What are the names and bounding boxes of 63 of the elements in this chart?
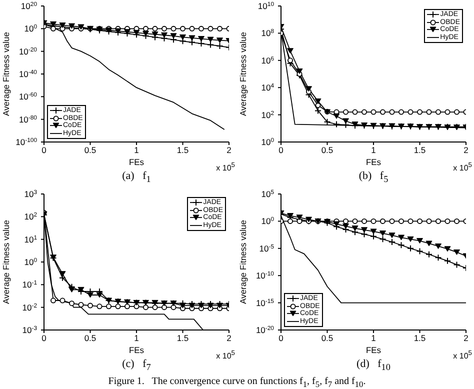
y-tick-label: 10$^{5}$ xyxy=(261,189,275,199)
x-tick-label: 1.5 xyxy=(176,333,189,344)
x-tick-label: 1.5 xyxy=(414,145,426,156)
x-tick-label: 1 xyxy=(134,333,140,344)
y-tick-label: 10$^{-10}$ xyxy=(256,270,275,281)
y-tick-label: 10$^{-60}$ xyxy=(18,92,38,102)
text: Figure 1. The convergence curve on functions f$_{1}$, f$_{5}$, f$_{7}$ and f$_{10}$. xyxy=(108,376,366,389)
x-tick-label: 1 xyxy=(134,145,140,156)
x-tick-label: 2 xyxy=(226,145,232,156)
x-tick-label: 0 xyxy=(278,333,284,344)
y-tick-label: 10$^{3}$ xyxy=(24,189,38,199)
y-tick-label: 10$^{0}$ xyxy=(24,257,38,267)
y-tick-label: 10$^{4}$ xyxy=(261,82,275,93)
x-tick-label: 2 xyxy=(464,333,469,344)
text: x 10$^{5}$ xyxy=(216,350,235,361)
x-axis-title: FEs xyxy=(366,157,382,167)
y-axis-title: Average Fitness value xyxy=(1,220,12,304)
x-tick-label: 0 xyxy=(278,145,284,156)
x-tick-label: 0.5 xyxy=(321,145,334,156)
x-tick-label: 1.5 xyxy=(414,333,426,344)
y-tick-label: 10$^{20}$ xyxy=(20,1,38,11)
x-axis-title: FEs xyxy=(128,157,144,167)
y-tick-label: 10$^{-20}$ xyxy=(256,325,275,335)
y-tick-label: 10$^{-20}$ xyxy=(18,46,38,56)
y-tick-label: 10$^{-5}$ xyxy=(259,243,275,254)
y-tick-label: 10$^{-1}$ xyxy=(22,280,38,290)
x-tick-label: 0 xyxy=(42,333,47,344)
y-tick-label: 10$^{1}$ xyxy=(24,234,38,244)
text: x 10$^{5}$ xyxy=(216,162,235,173)
y-tick-label: 10$^{-80}$ xyxy=(18,114,38,124)
y-tick-label: 10$^{-2}$ xyxy=(22,302,37,312)
y-tick-label: 10$^{10}$ xyxy=(258,1,275,11)
y-tick-label: 10$^{2}$ xyxy=(261,110,274,120)
x-axis-title: FEs xyxy=(366,345,382,355)
y-axis-title: Average Fitness value xyxy=(238,220,248,304)
text: (a) f$_{1}$ xyxy=(122,170,151,184)
x-tick-label: 0.5 xyxy=(84,333,96,344)
y-tick-label: 10$^{-40}$ xyxy=(18,69,38,79)
x-axis-title: FEs xyxy=(128,345,144,355)
y-tick-label: 10$^{0}$ xyxy=(24,24,38,34)
y-tick-label: 10$^{0}$ xyxy=(261,137,275,147)
y-axis-title: Average Fitness value xyxy=(238,32,248,116)
x-tick-label: 2 xyxy=(464,145,469,156)
x-tick-label: 0 xyxy=(42,145,47,156)
x-tick-label: 1 xyxy=(371,333,376,344)
text: (c) f$_{7}$ xyxy=(122,358,151,372)
y-axis-title: Average Fitness value xyxy=(1,32,12,116)
text: (b) f$_{5}$ xyxy=(358,170,388,184)
x-tick-label: 2 xyxy=(226,333,232,344)
y-tick-label: 10$^{0}$ xyxy=(261,216,275,226)
x-tick-label: 1.5 xyxy=(176,145,189,156)
y-tick-label: 10$^{6}$ xyxy=(261,55,275,66)
x-tick-label: 0.5 xyxy=(321,333,334,344)
y-tick-label: 10$^{-3}$ xyxy=(22,325,38,335)
y-tick-label: 10$^{-15}$ xyxy=(256,298,275,308)
x-tick-label: 0.5 xyxy=(84,145,96,156)
text: x 10$^{5}$ xyxy=(453,162,472,173)
y-tick-label: 10$^{8}$ xyxy=(261,28,275,38)
x-tick-label: 1 xyxy=(371,145,376,156)
y-tick-label: 10$^{2}$ xyxy=(24,212,37,222)
text: (d) f$_{10}$ xyxy=(356,358,390,372)
text: x 10$^{5}$ xyxy=(453,350,472,361)
y-tick-label: 10$^{-100}$ xyxy=(16,137,38,147)
